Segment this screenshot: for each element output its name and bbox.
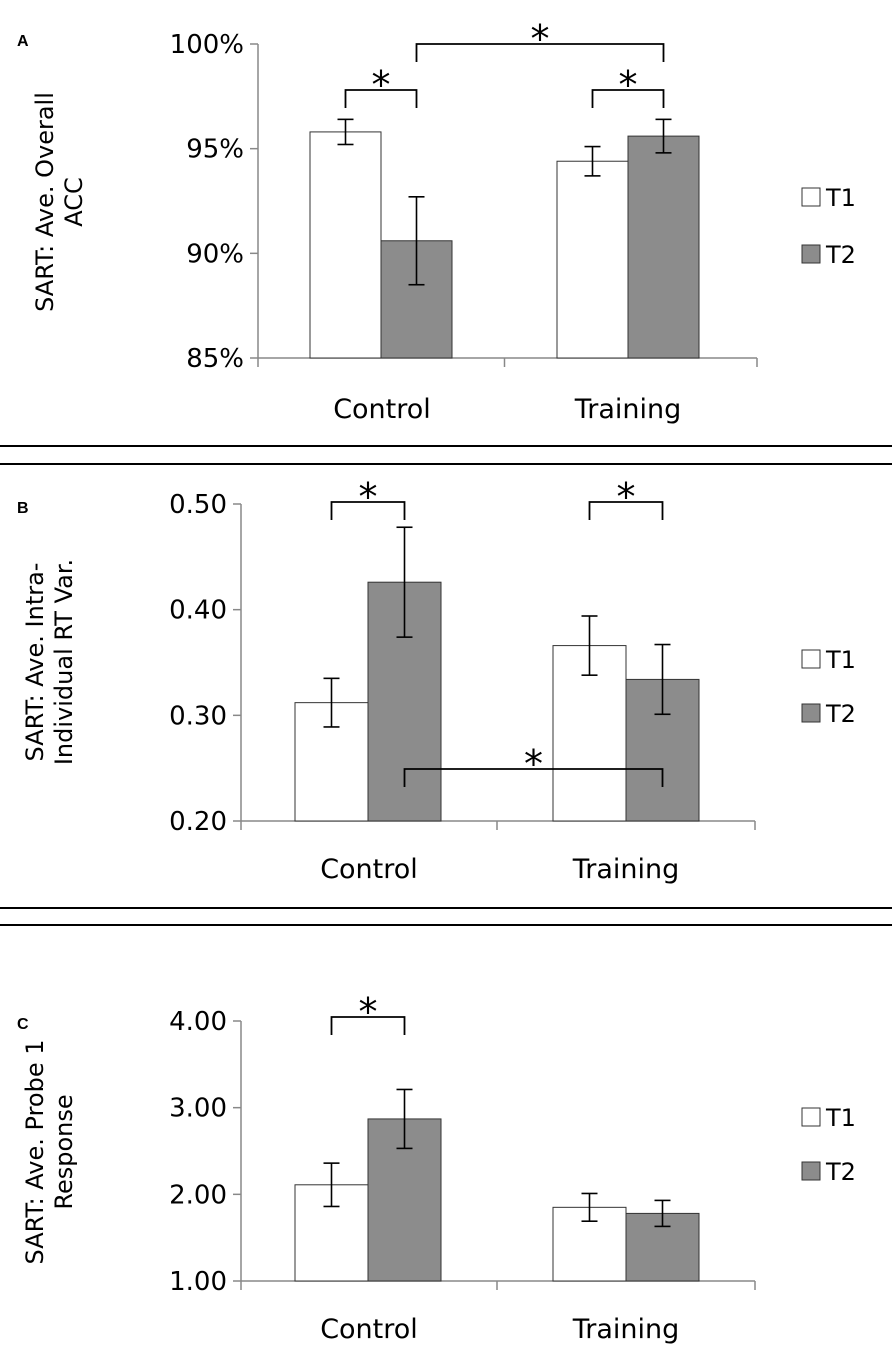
legend-swatch-t2 (801, 1161, 821, 1181)
significance-star: * (531, 17, 550, 61)
legend-label-t1: T1 (825, 646, 856, 674)
y-tick-label: 85% (186, 344, 244, 374)
bar-t1-control (309, 131, 382, 359)
y-axis-title: ACC (60, 177, 88, 227)
chart-panel-c: C 1.00 2.00 3.00 4.00 Control Training * * T1 T2 SA… (17, 742, 856, 1345)
y-tick-label: 0.20 (169, 807, 227, 837)
significance-bracket (591, 89, 665, 108)
legend-label-t1: T1 (825, 1104, 856, 1132)
legend-label-t1: T1 (825, 184, 856, 212)
significance-star: * (617, 475, 636, 519)
y-tick-label: 90% (186, 239, 244, 269)
category-label: Control (320, 1314, 418, 1345)
significance-bracket (403, 768, 664, 787)
bar-t1-training (556, 160, 629, 359)
significance-bracket (415, 43, 665, 62)
legend-label-t2: T2 (825, 241, 856, 269)
y-tick-label: 3.00 (169, 1094, 227, 1124)
legend-swatch-t1 (801, 187, 821, 207)
y-tick-label: 0.50 (169, 490, 227, 520)
category-label: Control (320, 854, 418, 885)
y-axis-title: SART: Ave. Intra- (21, 563, 49, 762)
legend-label-t2: T2 (825, 1158, 856, 1186)
y-tick-label: 1.00 (169, 1267, 227, 1297)
y-axis-title: Response (50, 1094, 78, 1209)
significance-star: * (372, 63, 391, 107)
y-tick-label: 0.40 (169, 596, 227, 626)
chart-panel-b: B 0.20 0.30 0.40 0.50 Control Training * * T1 T2 SA… (17, 475, 856, 885)
panel-letter: B (17, 500, 29, 517)
legend-swatch-t2 (801, 244, 821, 264)
y-tick-label: 100% (170, 30, 244, 60)
significance-star: * (359, 475, 378, 519)
legend-swatch-t2 (801, 703, 821, 723)
legend-swatch-t1 (801, 649, 821, 669)
category-label: Control (333, 394, 431, 425)
y-tick-label: 95% (186, 135, 244, 165)
y-axis-title: SART: Ave. Overall (31, 92, 59, 312)
significance-bracket (330, 1016, 406, 1035)
significance-star: * (524, 742, 543, 786)
significance-bracket (588, 501, 664, 520)
y-tick-label: 4.00 (169, 1007, 227, 1037)
panel-letter: A (17, 33, 29, 50)
category-label: Training (572, 1314, 680, 1345)
y-tick-label: 0.30 (169, 701, 227, 731)
y-axis-title: Individual RT Var. (50, 559, 78, 765)
significance-star: * (359, 990, 378, 1034)
y-axis-title: SART: Ave. Probe 1 (21, 1040, 49, 1265)
legend-swatch-t1 (801, 1107, 821, 1127)
chart-panel-a: A 85% 90% 95% 100% Control Training * * * T1 T2 SART… (17, 17, 856, 425)
y-tick-label: 2.00 (169, 1180, 227, 1210)
category-label: Training (572, 854, 680, 885)
category-label: Training (574, 394, 682, 425)
panel-letter: C (17, 1016, 29, 1033)
bar-t2-training (627, 135, 700, 359)
significance-bracket (330, 501, 406, 520)
legend-label-t2: T2 (825, 700, 856, 728)
significance-star: * (619, 63, 638, 107)
significance-bracket (344, 89, 418, 108)
